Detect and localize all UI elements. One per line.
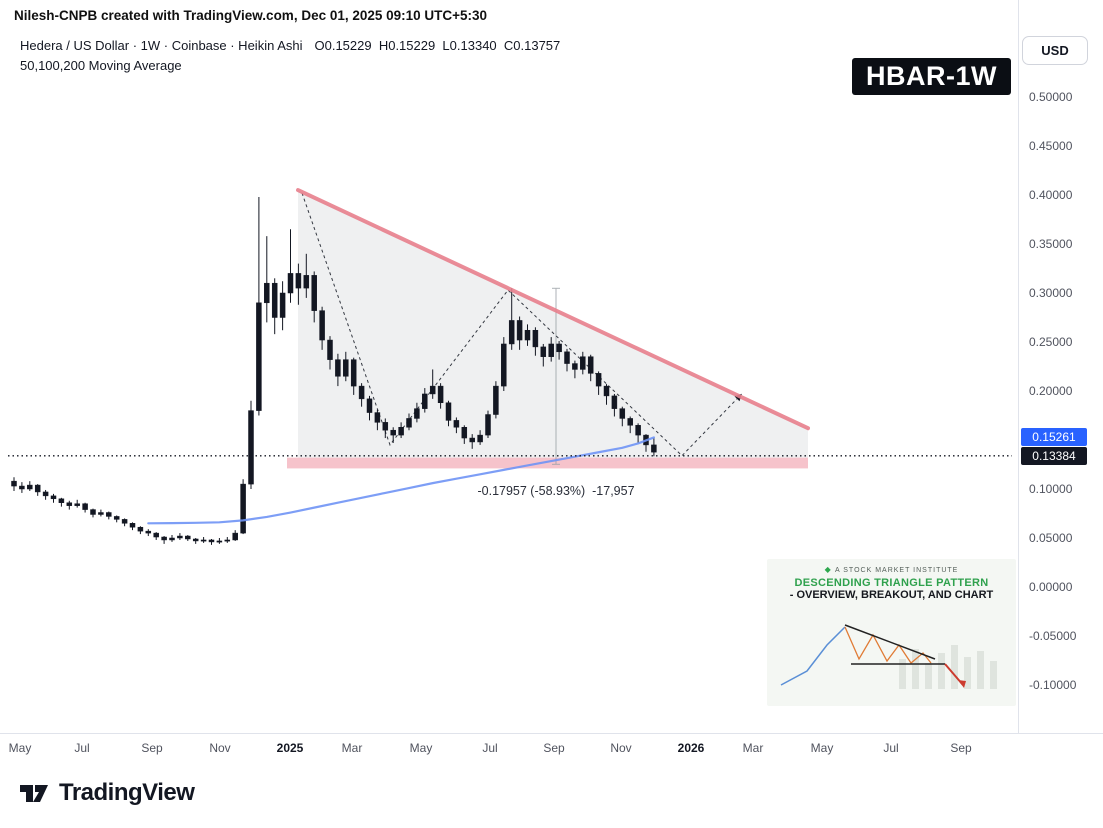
inset-brand-icon: ◆: [824, 565, 836, 574]
x-axis-label: Jul: [74, 741, 90, 755]
x-axis-label: Sep: [543, 741, 565, 755]
tradingview-logo-text: TradingView: [59, 779, 195, 806]
support-zone: [287, 457, 808, 469]
descending-triangle-fill: [298, 190, 808, 458]
y-axis-label: 0.50000: [1029, 90, 1073, 104]
last-price-badge: 0.13384: [1021, 446, 1087, 465]
price-chart[interactable]: [0, 0, 1103, 733]
y-axis-label: 0.35000: [1029, 237, 1073, 251]
x-axis-label: May: [810, 741, 834, 755]
x-axis-label: Mar: [742, 741, 764, 755]
ticker-badge: HBAR-1W: [852, 58, 1011, 95]
inset-subtitle: - OVERVIEW, BREAKOUT, AND CHART: [789, 589, 994, 601]
y-axis-label: 0.10000: [1029, 482, 1073, 496]
x-axis-label: 2025: [276, 741, 304, 755]
x-axis-label: Jul: [482, 741, 498, 755]
ma-line: [147, 436, 656, 525]
symbol-description: Hedera / US Dollar · 1W · Coinbase · Hei…: [20, 38, 303, 53]
inset-title: DESCENDING TRIANGLE PATTERN: [794, 577, 989, 589]
inset-brand-line: ◆ A STOCK MARKET INSTITUTE: [824, 565, 959, 574]
indicator-legend: 50,100,200 Moving Average: [20, 58, 182, 73]
y-axis-label: 0.30000: [1029, 286, 1073, 300]
x-axis-label: Jul: [883, 741, 899, 755]
x-axis-label: 2026: [677, 741, 705, 755]
tradingview-logo-link[interactable]: TradingView: [18, 778, 195, 808]
x-axis-label: Nov: [610, 741, 632, 755]
inset-infographic: ◆ A STOCK MARKET INSTITUTE DESCENDING TR…: [767, 559, 1016, 706]
x-axis-label: Nov: [209, 741, 231, 755]
x-axis-label: May: [409, 741, 433, 755]
watermark: Nilesh-CNPB created with TradingView.com…: [14, 8, 488, 23]
x-axis-label: Sep: [141, 741, 163, 755]
x-axis-label: May: [8, 741, 32, 755]
y-axis-label: 0.05000: [1029, 531, 1073, 545]
y-axis-label: -0.05000: [1029, 629, 1077, 643]
time-axis[interactable]: May Jul Sep Nov 2025 Mar May Jul Sep Nov 2026 Mar Ma…: [0, 733, 1103, 772]
y-axis-label: -0.10000: [1029, 678, 1077, 692]
projection-path: [301, 192, 738, 457]
x-axis-label: Sep: [950, 741, 972, 755]
x-axis-label: Mar: [341, 741, 363, 755]
descending-trendline: [296, 188, 810, 431]
ma-price-badge: 0.15261: [1021, 428, 1087, 447]
y-axis-label: 0.40000: [1029, 188, 1073, 202]
chart-legend: Hedera / US Dollar · 1W · Coinbase · Hei…: [20, 38, 560, 53]
tradingview-logo-icon: [20, 785, 48, 802]
ohlc-values: O0.15229 H0.15229 L0.13340 C0.13757: [314, 38, 561, 53]
currency-button[interactable]: USD: [1022, 36, 1088, 65]
measurement-line: [552, 287, 560, 465]
y-axis-label: 0.00000: [1029, 580, 1073, 594]
y-axis-label: 0.20000: [1029, 384, 1073, 398]
inset-mini-chart: [780, 624, 997, 689]
measurement-label: -0.17957 (-58.93%) -17,957: [477, 484, 635, 498]
price-axis[interactable]: 0.50000 0.45000 0.40000 0.35000 0.30000 0.250…: [1018, 0, 1103, 733]
candles-layer: [11, 196, 657, 545]
y-axis-label: 0.45000: [1029, 139, 1073, 153]
y-axis-label: 0.25000: [1029, 335, 1073, 349]
